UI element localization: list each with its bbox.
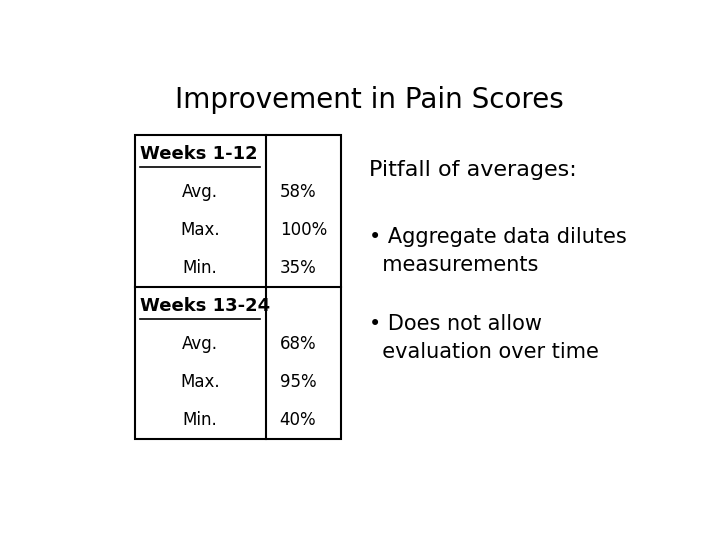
- Text: • Aggregate data dilutes
  measurements: • Aggregate data dilutes measurements: [369, 227, 626, 275]
- Text: Weeks 1-12: Weeks 1-12: [140, 145, 258, 164]
- Text: Min.: Min.: [183, 259, 217, 277]
- Text: 68%: 68%: [280, 335, 316, 353]
- Text: Weeks 13-24: Weeks 13-24: [140, 297, 270, 315]
- Text: 35%: 35%: [280, 259, 317, 277]
- Text: • Does not allow
  evaluation over time: • Does not allow evaluation over time: [369, 314, 599, 362]
- Text: 40%: 40%: [280, 411, 316, 429]
- Text: Avg.: Avg.: [182, 184, 218, 201]
- Text: Improvement in Pain Scores: Improvement in Pain Scores: [175, 85, 563, 113]
- Text: 95%: 95%: [280, 373, 316, 391]
- Text: Pitfall of averages:: Pitfall of averages:: [369, 160, 577, 180]
- Text: 58%: 58%: [280, 184, 316, 201]
- Text: Min.: Min.: [183, 411, 217, 429]
- Text: Avg.: Avg.: [182, 335, 218, 353]
- Text: 100%: 100%: [280, 221, 327, 239]
- Text: Max.: Max.: [181, 221, 220, 239]
- Text: Max.: Max.: [181, 373, 220, 391]
